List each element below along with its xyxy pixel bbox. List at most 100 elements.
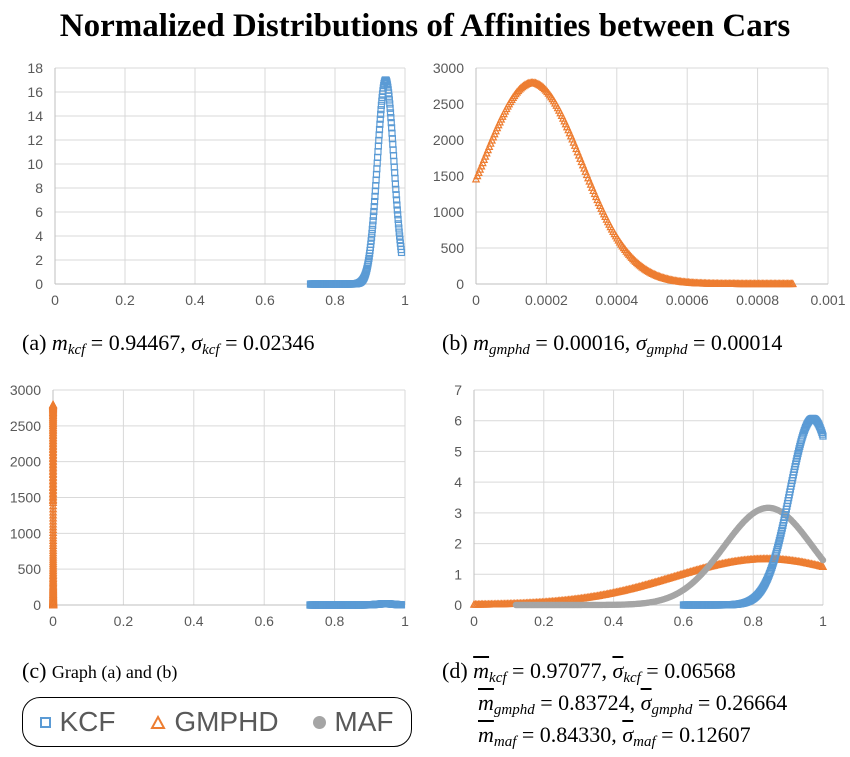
circle-icon [313,715,327,729]
y-tick-label: 2 [35,252,43,268]
data-point-kcf [368,229,376,237]
data-point-kcf [394,220,403,228]
y-tick-label: 2 [454,536,462,552]
caption-d1-sigma: σ [612,658,624,683]
caption-d1-sigma-sub: kcf [623,670,641,686]
data-point-kcf [375,125,384,134]
caption-d3-m-val: = 0.84330, [521,722,617,747]
x-tick-label: 0 [472,292,480,308]
y-tick-label: 7 [454,382,462,398]
y-tick-label: 12 [27,132,43,148]
x-tick-label: 0 [51,292,59,308]
caption-a-m-val: = 0.94467, [90,330,186,355]
data-point-kcf [395,228,403,236]
data-point-kcf [374,153,382,161]
y-tick-label: 2500 [10,418,41,434]
caption-a-tag: (a) [22,330,47,355]
data-point-kcf [368,225,376,233]
x-tick-label: 0.2 [115,292,135,308]
caption-d3-m: m [478,722,494,747]
data-point-kcf [393,201,401,209]
data-point-kcf [370,197,379,206]
caption-d3-m-sub: maf [493,734,517,750]
y-tick-label: 2000 [10,454,41,470]
data-point-kcf [392,191,400,199]
y-tick-label: 0 [33,597,41,613]
legend-item-maf: MAF [313,706,394,738]
data-point-kcf [376,115,384,123]
x-tick-label: 0.4 [604,613,624,629]
y-tick-label: 6 [454,413,462,429]
data-point-kcf [375,131,383,139]
square-icon [40,716,52,728]
data-point-kcf [393,206,401,214]
caption-b-m: m [473,330,490,355]
legend-label-maf: MAF [334,706,394,737]
legend-label-gmphd: GMPHD [174,706,279,737]
x-tick-label: 1 [401,613,409,629]
caption-b-tag: (b) [442,330,468,355]
data-point-kcf [369,217,377,225]
data-point-kcf [819,432,827,440]
caption-d3-sigma: σ [622,722,634,747]
data-point-kcf [370,203,378,211]
data-point-kcf [386,104,394,112]
caption-b-m-val: = 0.00016, [535,330,631,355]
data-point-kcf [385,96,393,104]
caption-d3-sigma-sub: maf [633,734,656,750]
caption-a-sigma: σ [191,330,203,355]
y-tick-label: 2500 [433,96,464,112]
caption-d1-m-sub: kcf [489,670,507,686]
data-point-kcf [386,100,394,108]
x-tick-label: 0.001 [810,292,845,308]
data-point-kcf [392,185,400,193]
data-point-kcf [392,196,401,204]
y-tick-label: 4 [454,474,462,490]
data-point-kcf [385,92,393,100]
y-tick-label: 3000 [433,60,464,76]
x-tick-label: 1 [401,292,409,308]
x-tick-label: 0.0002 [525,292,568,308]
x-tick-label: 0.2 [114,613,134,629]
caption-b-sigma-sub: gmphd [646,342,688,358]
data-point-kcf [367,237,375,245]
y-tick-label: 3000 [10,382,41,398]
y-tick-label: 14 [27,108,43,124]
data-point-kcf [377,106,385,114]
y-tick-label: 2000 [433,132,464,148]
caption-b: (b) mgmphd = 0.00016, σgmphd = 0.00014 [442,330,782,359]
x-tick-label: 0.4 [184,613,204,629]
x-tick-label: 0 [49,613,57,629]
caption-b-sigma: σ [635,330,647,355]
y-tick-label: 5 [454,443,462,459]
data-point-kcf [376,120,384,128]
caption-d2-sigma-sub: gmphd [651,702,693,718]
data-point-kcf [394,211,402,219]
caption-d2-m-val: = 0.83724, [540,690,636,715]
caption-b-m-sub: gmphd [489,342,530,358]
data-point-kcf [386,109,395,117]
legend: KCF GMPHD MAF [22,697,412,747]
y-tick-label: 10 [27,156,43,172]
data-point-gmphd [788,279,798,288]
caption-d-tag: (d) [442,658,468,683]
x-tick-label: 0.6 [255,292,275,308]
data-point-kcf [388,124,396,132]
caption-d-line2: mgmphd = 0.83724, σgmphd = 0.26664 [478,690,787,719]
y-tick-label: 500 [18,561,42,577]
caption-a-m-sub: kcf [67,342,86,358]
data-point-kcf [396,232,404,240]
caption-d-line3: mmaf = 0.84330, σmaf = 0.12607 [478,722,751,751]
y-tick-label: 500 [441,240,465,256]
data-point-gmphd [49,600,58,609]
x-tick-label: 0.8 [743,613,763,629]
x-tick-label: 0.6 [674,613,694,629]
data-point-kcf [390,157,398,165]
data-point-gmphd [818,562,828,570]
caption-d2-sigma: σ [640,690,652,715]
caption-c-tag: (c) [22,658,47,683]
x-tick-label: 0 [470,613,478,629]
data-point-kcf [370,207,378,216]
y-tick-label: 8 [35,180,43,196]
